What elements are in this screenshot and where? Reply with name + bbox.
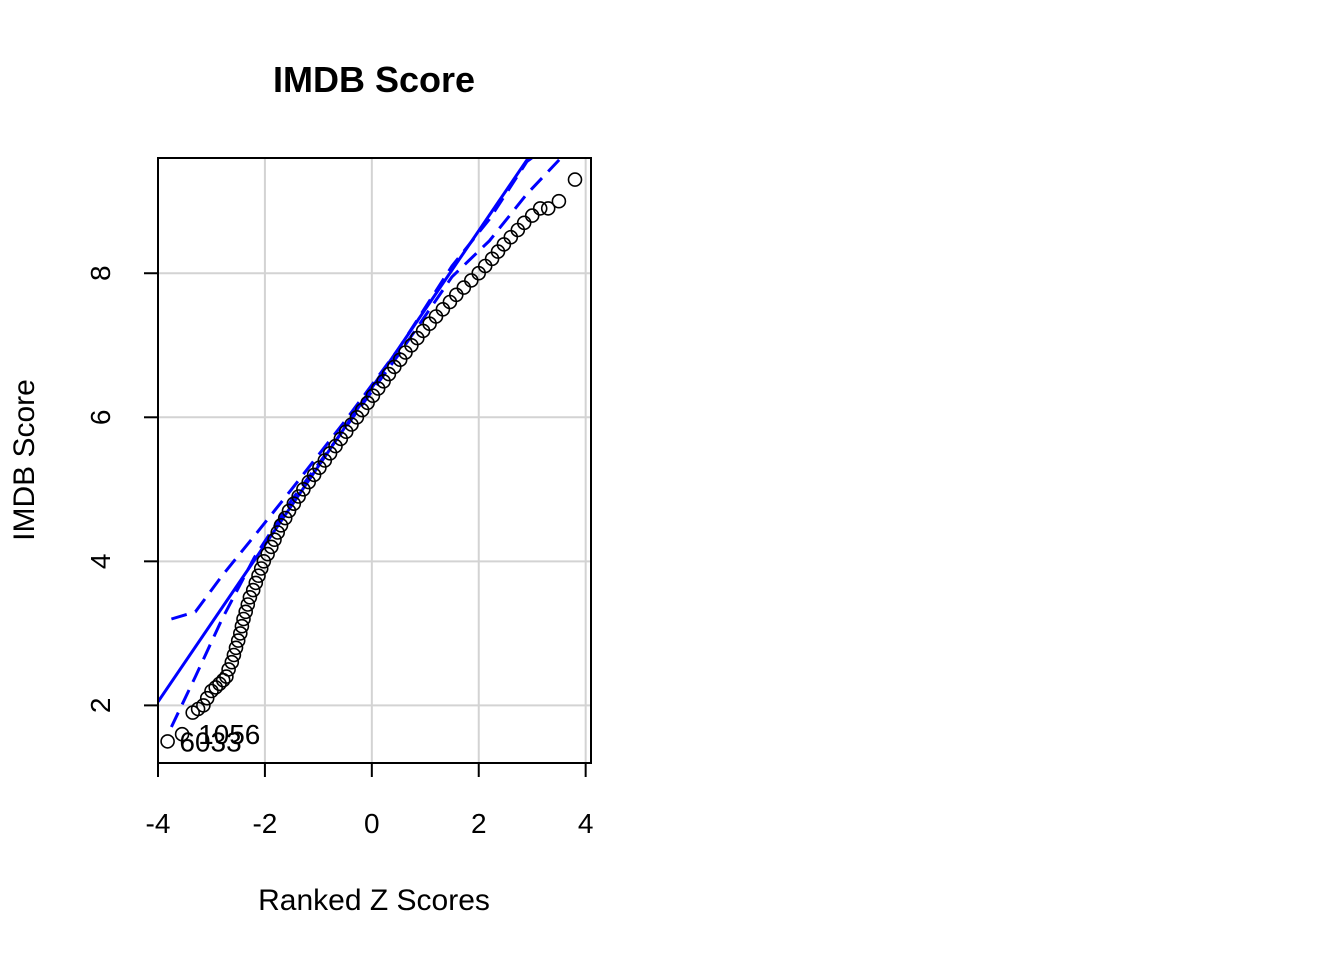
y-tick-label: 6 <box>85 409 116 425</box>
data-point <box>199 690 215 706</box>
data-point <box>277 510 293 526</box>
x-tick-label: 2 <box>471 808 487 839</box>
y-tick-label: 4 <box>85 554 116 570</box>
x-tick-label: 4 <box>578 808 594 839</box>
data-point <box>260 546 275 562</box>
point-label: 6033 <box>179 726 241 757</box>
data-point <box>160 734 175 749</box>
data-point <box>524 208 540 223</box>
y-tick-label: 8 <box>85 265 116 281</box>
data-point <box>463 273 479 288</box>
data-point <box>503 229 519 245</box>
confidence-envelope <box>170 158 563 728</box>
data-point <box>196 698 211 713</box>
data-point <box>233 626 248 641</box>
data-point <box>516 215 532 231</box>
data-point <box>248 575 264 591</box>
data-point <box>270 525 286 540</box>
data-point <box>226 647 242 663</box>
x-tick-label: 0 <box>364 808 380 839</box>
data-point <box>219 669 234 684</box>
data-point <box>540 201 556 216</box>
data-point <box>238 604 253 620</box>
chart-title: IMDB Score <box>273 59 475 100</box>
x-tick-label: -2 <box>252 808 277 839</box>
data-point <box>281 503 297 519</box>
y-axis: 2 4 6 8 <box>85 265 159 714</box>
data-point <box>240 597 256 612</box>
data-point <box>234 618 250 634</box>
data-point <box>291 489 306 504</box>
data-point <box>456 280 472 295</box>
data-point <box>228 640 244 656</box>
x-axis: -4 -2 0 2 4 <box>146 762 594 839</box>
data-point <box>256 553 272 569</box>
data-point <box>245 582 261 598</box>
data-point <box>435 301 451 317</box>
data-point <box>273 517 289 533</box>
data-point <box>263 539 279 555</box>
data-point <box>221 662 236 677</box>
data-point <box>230 633 246 648</box>
x-tick-label: -4 <box>146 808 171 839</box>
data-point <box>208 680 223 695</box>
data-point <box>267 532 282 548</box>
data-point <box>253 561 269 576</box>
data-point <box>532 201 548 216</box>
point-label: 1056 <box>198 719 260 750</box>
data-point <box>212 676 227 692</box>
data-point <box>286 496 302 512</box>
data-point <box>551 193 567 209</box>
data-point <box>174 726 190 742</box>
data-point <box>236 611 251 627</box>
y-tick-label: 2 <box>85 698 116 714</box>
grid <box>157 158 591 763</box>
envelope-lower <box>170 158 563 728</box>
data-points <box>160 172 583 749</box>
data-point <box>204 683 219 699</box>
data-point <box>567 172 583 187</box>
envelope-upper <box>170 158 535 621</box>
data-point <box>224 654 240 670</box>
data-point <box>242 589 258 605</box>
x-axis-label: Ranked Z Scores <box>258 884 490 917</box>
y-axis-label: IMDB Score <box>8 379 41 541</box>
data-point <box>251 568 266 584</box>
